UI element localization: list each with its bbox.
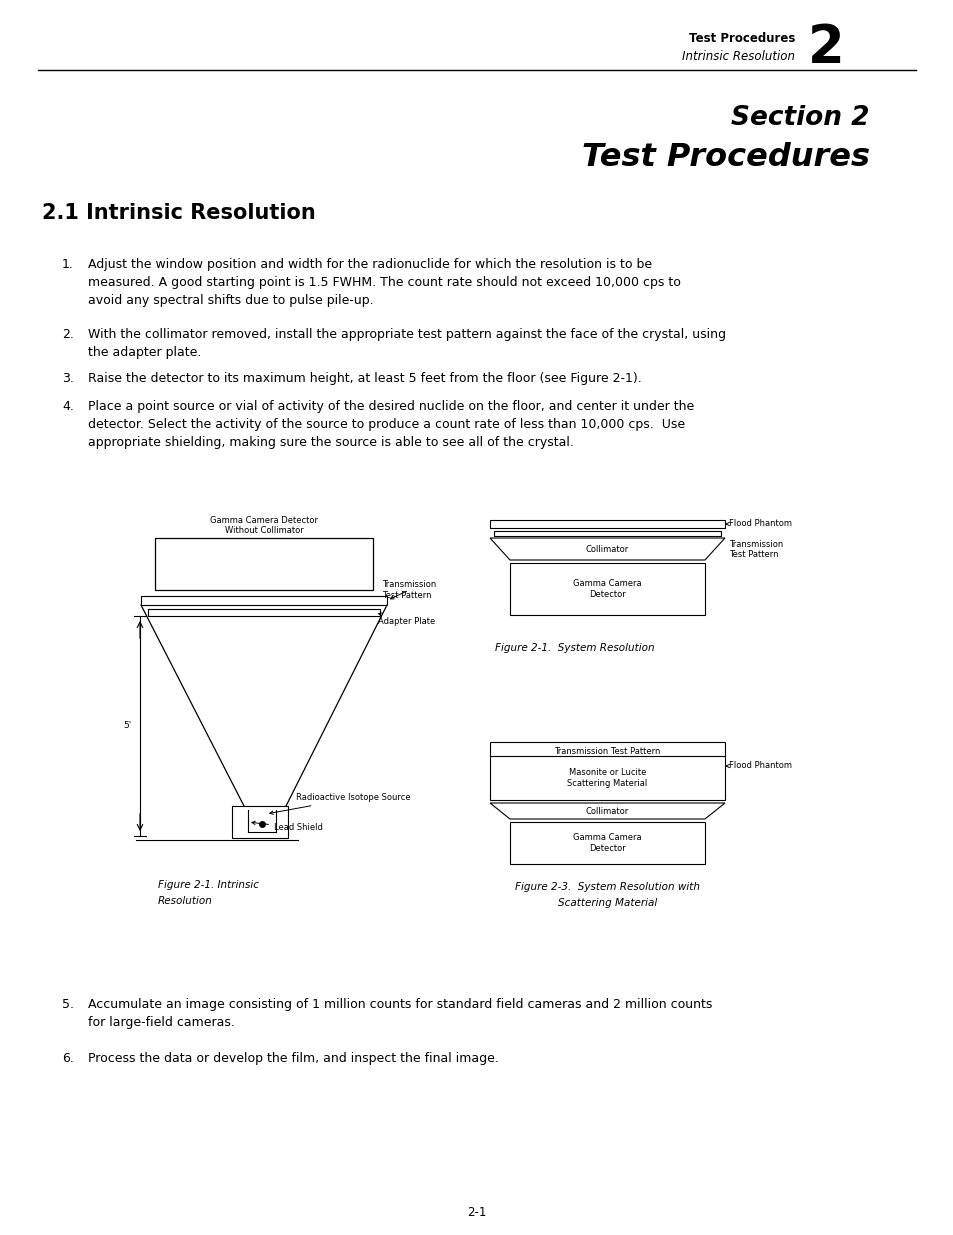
Bar xyxy=(148,609,379,616)
Text: 1.: 1. xyxy=(62,258,73,270)
Text: With the collimator removed, install the appropriate test pattern against the fa: With the collimator removed, install the… xyxy=(88,329,725,359)
Text: Gamma Camera
Detector: Gamma Camera Detector xyxy=(573,834,641,852)
Text: Collimator: Collimator xyxy=(585,545,628,553)
Text: Adjust the window position and width for the radionuclide for which the resoluti: Adjust the window position and width for… xyxy=(88,258,680,308)
Text: Transmission Test Pattern: Transmission Test Pattern xyxy=(554,747,660,757)
Text: Scattering Material: Scattering Material xyxy=(558,898,657,908)
Text: 2.: 2. xyxy=(62,329,73,341)
Text: Adapter Plate: Adapter Plate xyxy=(377,613,435,626)
Text: Gamma Camera Detector
Without Collimator: Gamma Camera Detector Without Collimator xyxy=(210,515,317,535)
Text: 2: 2 xyxy=(807,22,843,74)
Text: Figure 2-3.  System Resolution with: Figure 2-3. System Resolution with xyxy=(515,882,700,892)
Text: Transmission
Test Pattern: Transmission Test Pattern xyxy=(728,540,782,559)
Text: 5.: 5. xyxy=(62,998,74,1011)
Text: Resolution: Resolution xyxy=(158,897,213,906)
Text: Flood Phantom: Flood Phantom xyxy=(725,520,791,529)
Text: 2-1: 2-1 xyxy=(467,1207,486,1219)
Text: Accumulate an image consisting of 1 million counts for standard field cameras an: Accumulate an image consisting of 1 mill… xyxy=(88,998,712,1029)
Text: 2.1 Intrinsic Resolution: 2.1 Intrinsic Resolution xyxy=(42,203,315,224)
Text: Raise the detector to its maximum height, at least 5 feet from the floor (see Fi: Raise the detector to its maximum height… xyxy=(88,372,641,385)
Text: 4.: 4. xyxy=(62,400,73,412)
Bar xyxy=(154,538,373,590)
Text: Test Procedures: Test Procedures xyxy=(581,142,869,173)
Text: Section 2: Section 2 xyxy=(731,105,869,131)
Polygon shape xyxy=(490,803,724,819)
Text: Flood Phantom: Flood Phantom xyxy=(725,762,791,771)
Text: Place a point source or vial of activity of the desired nuclide on the floor, an: Place a point source or vial of activity… xyxy=(88,400,694,450)
Bar xyxy=(510,563,704,615)
Bar xyxy=(494,531,720,536)
Text: 5': 5' xyxy=(124,721,132,730)
Text: Transmission
Test Pattern: Transmission Test Pattern xyxy=(381,580,436,600)
Bar xyxy=(141,597,387,605)
Text: 3.: 3. xyxy=(62,372,73,385)
Polygon shape xyxy=(490,538,724,559)
Text: Figure 2-1.  System Resolution: Figure 2-1. System Resolution xyxy=(495,643,654,653)
Bar xyxy=(232,806,288,839)
Text: 6.: 6. xyxy=(62,1052,73,1065)
Text: Figure 2-1. Intrinsic: Figure 2-1. Intrinsic xyxy=(158,881,258,890)
Text: Masonite or Lucite
Scattering Material: Masonite or Lucite Scattering Material xyxy=(567,768,647,788)
Bar xyxy=(490,742,724,800)
Text: Test Procedures: Test Procedures xyxy=(688,32,794,44)
Bar xyxy=(510,823,704,864)
Text: Radioactive Isotope Source: Radioactive Isotope Source xyxy=(270,794,410,814)
Bar xyxy=(490,520,724,529)
Text: Collimator: Collimator xyxy=(585,806,628,815)
Text: Gamma Camera
Detector: Gamma Camera Detector xyxy=(573,579,641,599)
Text: Intrinsic Resolution: Intrinsic Resolution xyxy=(681,49,794,63)
Text: Process the data or develop the film, and inspect the final image.: Process the data or develop the film, an… xyxy=(88,1052,498,1065)
Text: Lead Shield: Lead Shield xyxy=(252,821,322,832)
